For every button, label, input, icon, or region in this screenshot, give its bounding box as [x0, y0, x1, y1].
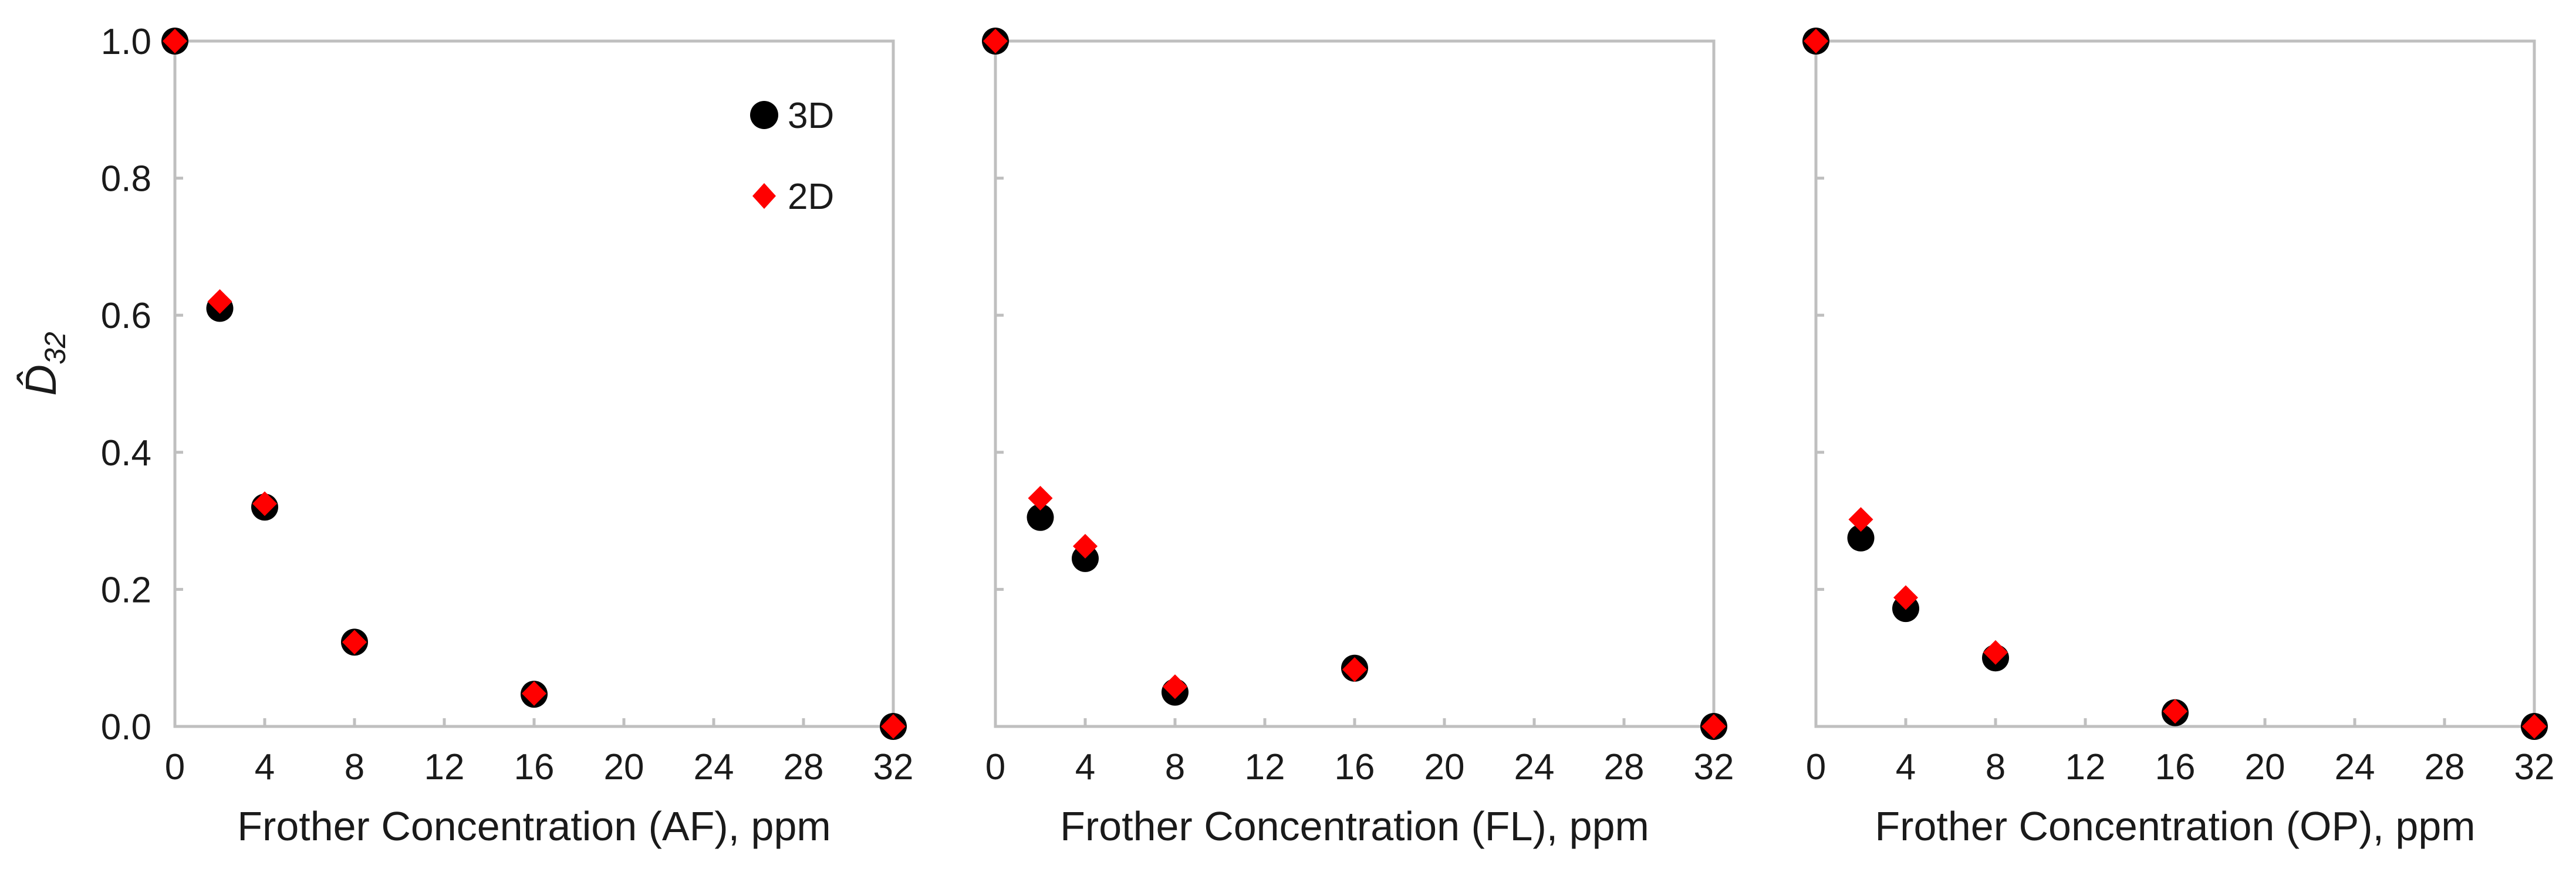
- series-2d-fl: [983, 29, 1726, 739]
- point-2d-op-3: [1983, 640, 2008, 665]
- x-tick-label-op-7: 28: [2425, 747, 2465, 787]
- legend: 3D 2D: [750, 96, 834, 217]
- point-3d-fl-1: [1027, 503, 1054, 531]
- series-3d-fl: [982, 28, 1727, 740]
- x-tick-label-af-7: 28: [784, 747, 824, 787]
- y-axis-title-main: D̂: [16, 364, 65, 395]
- x-tick-label-fl-2: 8: [1165, 747, 1185, 787]
- point-2d-op-0: [1804, 29, 1828, 53]
- point-2d-af-3: [342, 630, 367, 655]
- legend-marker-3d: [750, 101, 778, 129]
- point-2d-op-5: [2522, 714, 2547, 739]
- panel-fl: 0 4 8 12 16 20 24 28 32 Frother Concentration (FL…: [982, 28, 1734, 849]
- x-axis-title-fl: Frother Concentration (FL), ppm: [1060, 803, 1649, 849]
- y-axis-title: D̂32: [16, 332, 72, 395]
- x-tick-label-af-2: 8: [345, 747, 364, 787]
- svg-text:D̂32: D̂32: [16, 332, 72, 395]
- point-2d-af-4: [522, 681, 546, 706]
- series-2d-op: [1804, 29, 2547, 739]
- x-tick-label-op-0: 0: [1806, 747, 1826, 787]
- point-2d-fl-5: [1701, 714, 1726, 739]
- x-tick-label-op-2: 8: [1986, 747, 2006, 787]
- x-tick-label-af-8: 32: [873, 747, 914, 787]
- x-tick-label-fl-7: 28: [1604, 747, 1645, 787]
- point-2d-fl-3: [1163, 674, 1187, 699]
- x-axis-title-op: Frother Concentration (OP), ppm: [1875, 803, 2475, 849]
- panel-op: 0 4 8 12 16 20 24 28 32 Frother Concentration (OP…: [1802, 28, 2554, 849]
- point-3d-fl-2: [1072, 545, 1099, 572]
- x-tick-label-af-3: 12: [424, 747, 465, 787]
- x-tick-label-af-4: 16: [514, 747, 555, 787]
- point-2d-af-1: [207, 289, 232, 314]
- x-tick-label-fl-6: 24: [1514, 747, 1555, 787]
- x-tick-label-fl-4: 16: [1335, 747, 1375, 787]
- point-2d-op-1: [1848, 507, 1873, 532]
- y-tick-label-af-5: 1.0: [101, 22, 151, 62]
- point-2d-fl-0: [983, 29, 1008, 53]
- x-axis-title-af: Frother Concentration (AF), ppm: [237, 803, 830, 849]
- point-2d-op-2: [1893, 585, 1918, 610]
- y-tick-label-af-3: 0.6: [101, 296, 151, 336]
- plot-frame-af: [173, 39, 895, 728]
- x-tick-label-fl-5: 20: [1424, 747, 1465, 787]
- series-2d-af: [163, 29, 906, 739]
- point-2d-af-5: [881, 714, 906, 739]
- x-tick-label-op-6: 24: [2335, 747, 2375, 787]
- x-tick-label-op-5: 20: [2245, 747, 2285, 787]
- x-tick-label-op-4: 16: [2155, 747, 2196, 787]
- point-2d-fl-1: [1028, 486, 1053, 511]
- x-tick-label-fl-0: 0: [985, 747, 1005, 787]
- point-2d-af-0: [163, 29, 187, 53]
- point-2d-fl-4: [1342, 657, 1367, 682]
- point-3d-op-1: [1847, 524, 1875, 552]
- y-tick-label-af-4: 0.8: [101, 159, 151, 200]
- legend-label-2d: 2D: [788, 177, 834, 217]
- panel-af: 0 4 8 12 16 20 24 28 32 0.0 0.2 0.4 0.6 0.8 1.0 Frother…: [101, 22, 914, 849]
- point-2d-fl-2: [1073, 533, 1098, 559]
- plot-frame-fl: [994, 39, 1716, 728]
- legend-marker-2d: [752, 183, 776, 209]
- y-tick-label-af-2: 0.4: [101, 433, 151, 474]
- x-tick-label-fl-3: 12: [1245, 747, 1285, 787]
- y-axis-title-subscript: 32: [39, 332, 72, 364]
- x-tick-label-af-1: 4: [255, 747, 275, 787]
- x-tick-label-af-6: 24: [694, 747, 734, 787]
- plot-frame-op: [1814, 39, 2536, 728]
- y-tick-label-af-1: 0.2: [101, 570, 151, 610]
- series-3d-op: [1802, 28, 2548, 740]
- x-tick-label-op-1: 4: [1896, 747, 1916, 787]
- x-tick-label-af-5: 20: [604, 747, 644, 787]
- x-tick-label-fl-1: 4: [1075, 747, 1095, 787]
- x-tick-label-fl-8: 32: [1694, 747, 1734, 787]
- legend-label-3d: 3D: [788, 96, 834, 136]
- y-tick-label-af-0: 0.0: [101, 707, 151, 748]
- x-tick-label-af-0: 0: [165, 747, 185, 787]
- point-2d-af-2: [252, 491, 277, 516]
- x-tick-label-op-8: 32: [2514, 747, 2555, 787]
- x-tick-label-op-3: 12: [2065, 747, 2106, 787]
- point-2d-op-4: [2163, 699, 2187, 724]
